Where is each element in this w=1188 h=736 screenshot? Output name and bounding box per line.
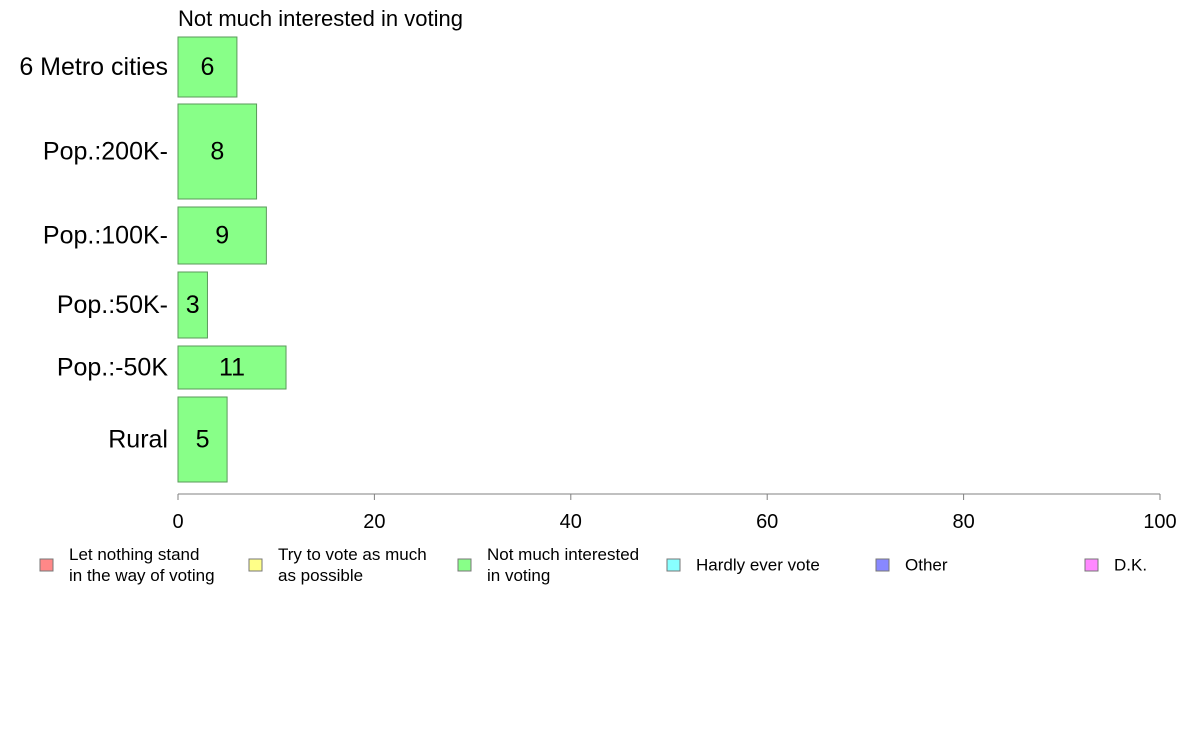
legend-label: Hardly ever vote <box>696 556 820 575</box>
x-tick-label: 40 <box>560 511 582 533</box>
legend-label: D.K. <box>1114 556 1147 575</box>
category-label: Pop.:50K- <box>57 291 168 319</box>
data-label: 9 <box>215 222 229 250</box>
data-label: 5 <box>196 426 210 454</box>
legend-swatch <box>248 558 263 572</box>
data-label: 8 <box>210 138 224 166</box>
legend-label: Other <box>905 556 948 575</box>
category-label: Pop.:-50K <box>57 354 169 382</box>
legend-swatch <box>875 558 890 572</box>
x-tick-label: 100 <box>1143 511 1176 533</box>
x-tick-label: 80 <box>952 511 974 533</box>
chart-title: Not much interested in voting <box>178 6 463 31</box>
category-label: Rural <box>108 426 168 454</box>
legend-label: as possible <box>278 566 363 585</box>
data-label: 3 <box>186 291 200 319</box>
legend-label: Not much interested <box>487 545 639 564</box>
legend-label: in the way of voting <box>69 566 215 585</box>
legend-label: Let nothing stand <box>69 545 199 564</box>
bar <box>177 271 208 339</box>
category-label: Pop.:200K- <box>43 138 168 166</box>
bar <box>177 36 238 98</box>
legend-swatch <box>457 558 472 572</box>
legend-label: Try to vote as much <box>278 545 427 564</box>
category-label: Pop.:100K- <box>43 222 168 250</box>
legend-label: in voting <box>487 566 550 585</box>
data-label: 6 <box>201 53 215 81</box>
x-tick-label: 20 <box>363 511 385 533</box>
bar <box>177 345 287 390</box>
bar <box>177 103 258 200</box>
legend-swatch <box>1084 558 1099 572</box>
category-label: 6 Metro cities <box>19 53 168 81</box>
data-label: 11 <box>219 354 245 382</box>
x-tick-label: 60 <box>756 511 778 533</box>
x-tick-label: 0 <box>172 511 183 533</box>
bar <box>177 396 228 483</box>
legend-swatch <box>666 558 681 572</box>
bar <box>177 206 267 265</box>
legend-swatch <box>39 558 54 572</box>
